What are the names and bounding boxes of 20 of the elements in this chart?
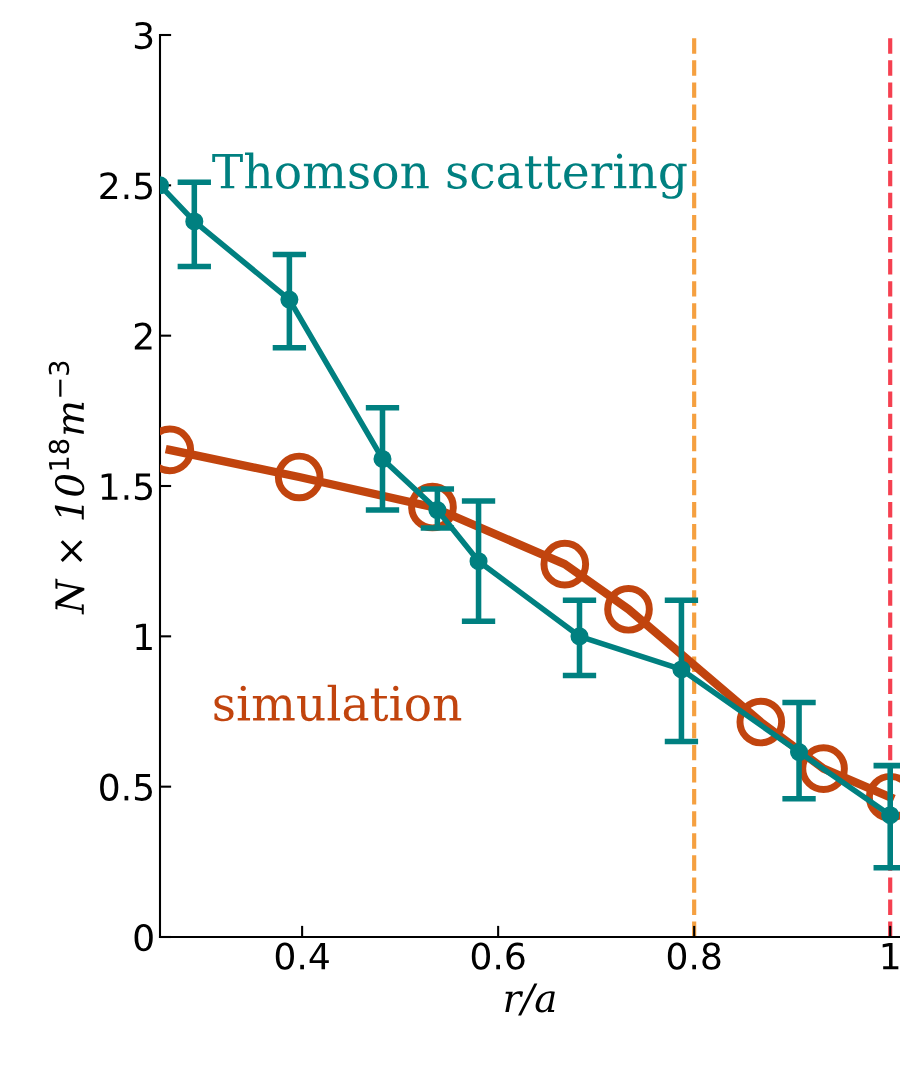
series-label: Thomson scattering (212, 152, 687, 199)
point (274, 452, 324, 502)
x-tick-label: 0.8 (667, 942, 721, 970)
y-axis-title: N × 10$^{18}$m$^{−3}$ (48, 361, 85, 615)
y-tick-label: 0.5 (100, 773, 152, 801)
text: simulation (214, 684, 462, 722)
y-tick-label: 1 (136, 623, 152, 651)
point (736, 697, 786, 747)
point (799, 744, 848, 793)
x-tick-label: 0.4 (275, 942, 329, 970)
x-axis-title: r/a (505, 983, 555, 1016)
point (604, 584, 653, 634)
y-tick-label: 2.5 (100, 172, 152, 200)
point (540, 539, 590, 589)
y-tick-label: 0 (134, 923, 153, 952)
x-tick-label: 1 (882, 942, 899, 970)
y-tick-label: 1.5 (101, 473, 152, 501)
y-tick-label: 3 (134, 21, 153, 50)
x-tick-label: 0.6 (471, 942, 525, 970)
y-tick-label: 2 (134, 322, 152, 350)
